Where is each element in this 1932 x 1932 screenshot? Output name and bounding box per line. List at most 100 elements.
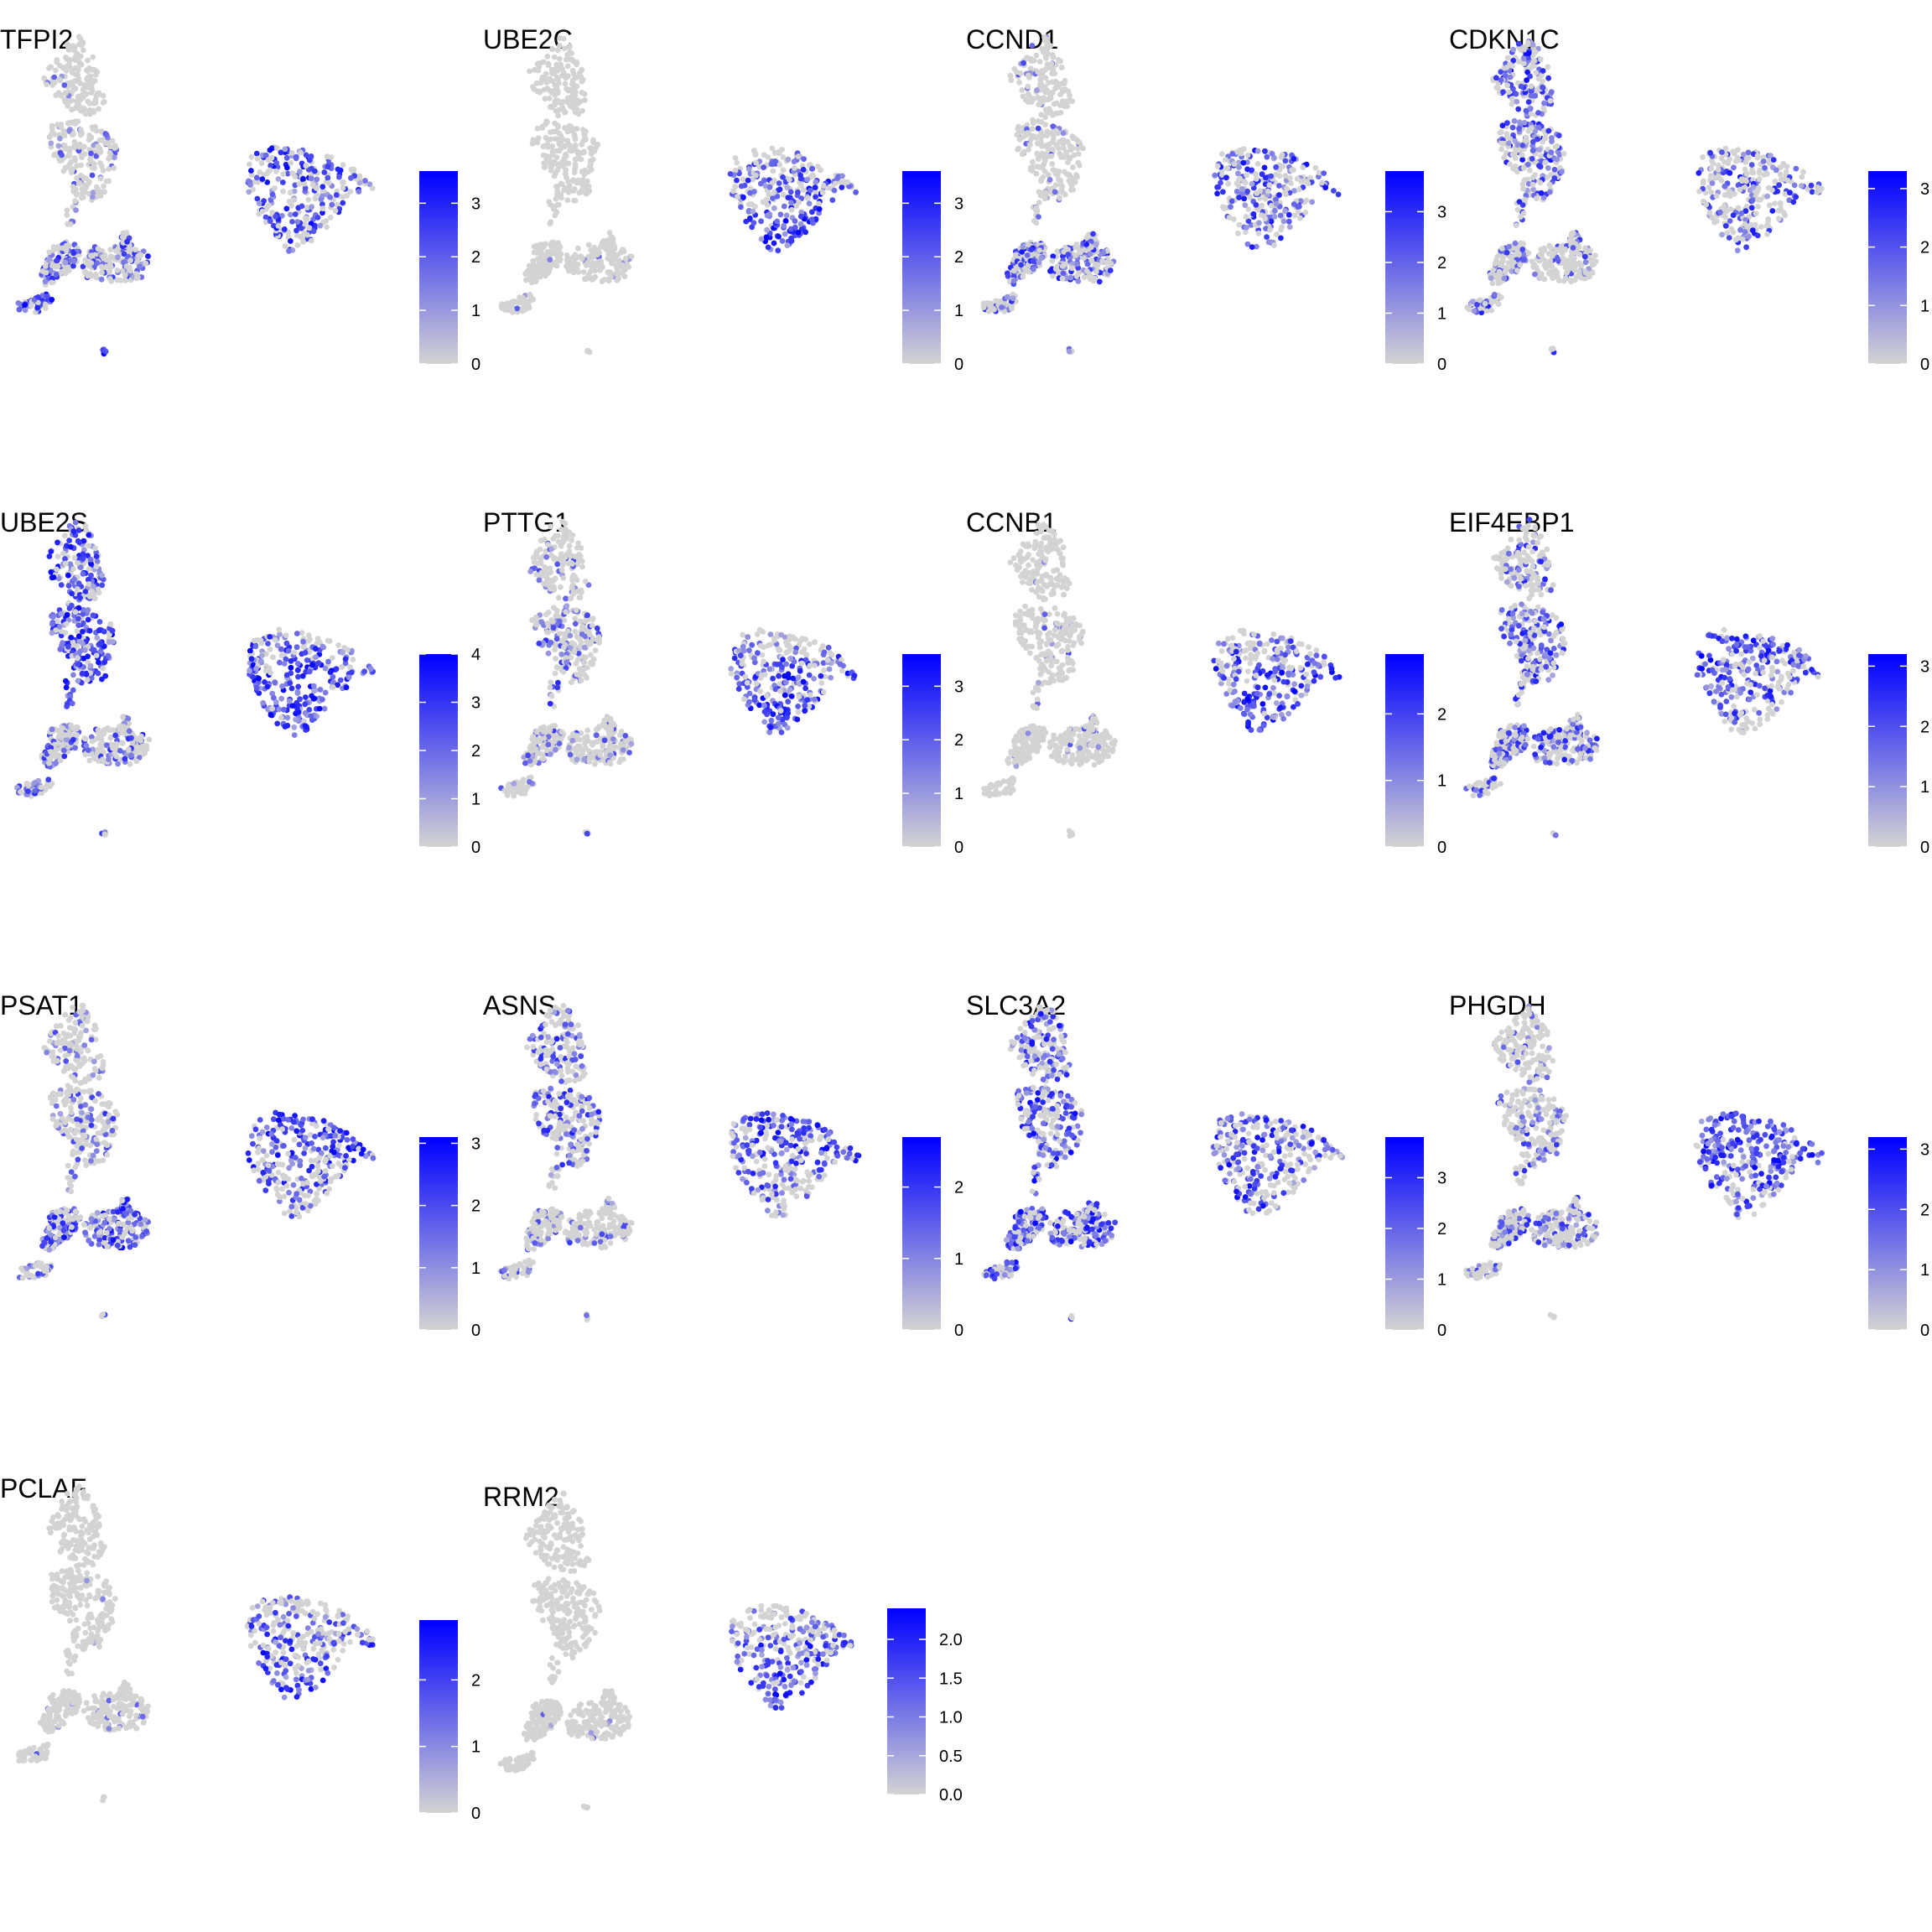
point [777, 211, 784, 218]
legend-tick-label: 0 [1920, 356, 1929, 374]
point [732, 155, 739, 161]
point [122, 756, 128, 762]
point [1028, 136, 1034, 143]
point [313, 646, 319, 652]
point [294, 219, 301, 226]
point [100, 254, 106, 260]
point [1027, 142, 1033, 148]
point [1539, 252, 1545, 259]
point [75, 118, 81, 125]
point [303, 163, 309, 169]
point [65, 47, 72, 53]
point [1042, 46, 1049, 52]
point [49, 614, 56, 621]
point [1067, 175, 1074, 182]
point [48, 64, 54, 70]
point [267, 167, 273, 174]
point [607, 269, 613, 275]
point [264, 683, 271, 690]
point [1036, 247, 1043, 253]
point [70, 250, 77, 257]
point [1787, 190, 1793, 196]
scatter-points [14, 519, 377, 838]
point [623, 255, 629, 262]
point [546, 267, 553, 274]
point [1742, 221, 1748, 227]
point [254, 155, 261, 162]
point [300, 175, 306, 182]
point [1542, 159, 1549, 166]
point [62, 532, 68, 539]
point [1491, 291, 1498, 298]
point [804, 195, 811, 201]
point [1296, 204, 1302, 210]
point [288, 670, 294, 677]
point [1534, 195, 1540, 202]
legend-tick-label: 1 [471, 302, 480, 320]
point [75, 93, 81, 100]
point [1052, 85, 1058, 91]
point [1518, 83, 1524, 90]
point [592, 274, 599, 280]
point [1549, 135, 1555, 141]
point [785, 156, 792, 163]
point [62, 90, 69, 96]
point [1498, 140, 1505, 147]
point [1044, 61, 1051, 67]
point [543, 70, 549, 77]
point [16, 306, 23, 313]
point [1045, 80, 1052, 86]
point [1521, 120, 1528, 126]
point [49, 621, 55, 627]
point [1793, 165, 1800, 172]
point [1754, 232, 1761, 239]
point [782, 231, 788, 237]
point [300, 644, 307, 650]
point [86, 757, 93, 764]
point [1550, 250, 1557, 257]
point [1504, 65, 1510, 70]
legend-colorbar [419, 171, 458, 364]
point [91, 584, 96, 589]
point [1712, 174, 1719, 181]
point [1581, 253, 1588, 260]
point [575, 245, 581, 252]
point [329, 201, 335, 208]
point [99, 263, 105, 270]
point [1769, 208, 1776, 214]
point [1038, 81, 1045, 87]
point [619, 262, 626, 268]
point [1321, 170, 1327, 177]
point [82, 268, 88, 274]
point [15, 300, 22, 306]
point [1280, 164, 1286, 169]
point [1731, 164, 1737, 171]
point [1063, 149, 1069, 155]
point [1521, 177, 1528, 184]
point [522, 277, 529, 283]
point [65, 128, 72, 134]
point [342, 656, 349, 662]
point [771, 190, 777, 195]
point [75, 71, 80, 78]
point [96, 659, 101, 666]
point [1240, 159, 1247, 166]
point [1735, 205, 1742, 211]
point [59, 742, 65, 749]
point [270, 654, 276, 661]
point [101, 726, 108, 733]
scatter-points [980, 34, 1342, 356]
point [1057, 195, 1062, 201]
point [96, 627, 103, 633]
point [1059, 98, 1066, 104]
point [547, 257, 553, 262]
point [1007, 72, 1014, 79]
scatter-points [1464, 39, 1825, 356]
point [278, 646, 284, 652]
point [1309, 199, 1316, 205]
point [1036, 200, 1042, 205]
point [572, 252, 579, 258]
point [1024, 130, 1031, 136]
